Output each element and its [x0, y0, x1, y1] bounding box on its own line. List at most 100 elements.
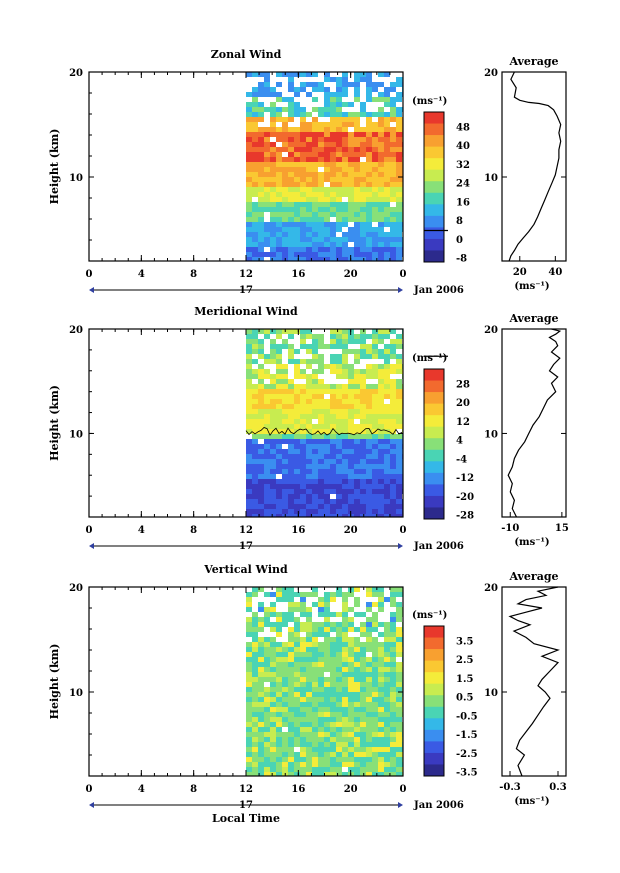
- heatmap-cell: [330, 202, 336, 207]
- heatmap-cell: [366, 247, 372, 252]
- heatmap-cell: [396, 137, 402, 142]
- heatmap-cell: [378, 647, 384, 652]
- heatmap-cell: [276, 152, 282, 157]
- heatmap-cell: [276, 697, 282, 702]
- heatmap-cell: [252, 612, 258, 617]
- colorbar-swatch: [424, 649, 444, 662]
- heatmap-cell: [294, 647, 300, 652]
- heatmap-cell: [366, 514, 372, 517]
- heatmap-cell: [312, 172, 318, 177]
- heatmap-cell: [270, 122, 276, 127]
- heatmap-cell: [312, 692, 318, 697]
- heatmap-cell: [330, 499, 336, 504]
- heatmap-cell: [318, 389, 324, 394]
- heatmap-cell: [348, 717, 354, 722]
- heatmap-cell: [384, 344, 390, 349]
- heatmap-cell: [360, 742, 366, 747]
- heatmap-cell: [384, 459, 390, 464]
- heatmap-cell: [324, 637, 330, 642]
- heatmap-cell: [246, 217, 252, 222]
- heatmap-cell: [264, 137, 270, 142]
- heatmap-cell: [306, 687, 312, 692]
- heatmap-cell: [312, 672, 318, 677]
- heatmap-cell: [294, 632, 300, 637]
- heatmap-cell: [294, 767, 300, 772]
- heatmap-cell: [330, 172, 336, 177]
- heatmap-cell: [336, 592, 342, 597]
- heatmap-cell: [312, 439, 318, 444]
- heatmap-cell: [270, 692, 276, 697]
- heatmap-cell: [300, 419, 306, 424]
- heatmap-cell: [312, 202, 318, 207]
- heatmap-cell: [360, 479, 366, 484]
- heatmap-cell: [312, 87, 318, 92]
- heatmap-cell: [372, 227, 378, 232]
- heatmap-cell: [384, 419, 390, 424]
- heatmap-cell: [396, 252, 402, 257]
- heatmap-cell: [378, 489, 384, 494]
- heatmap-cell: [264, 692, 270, 697]
- heatmap-cell: [294, 187, 300, 192]
- heatmap-cell: [342, 612, 348, 617]
- heatmap-cell: [378, 722, 384, 727]
- heatmap-cell: [396, 434, 402, 439]
- day-label: 17: [239, 800, 253, 811]
- heatmap-cell: [282, 449, 288, 454]
- heatmap-cell: [366, 617, 372, 622]
- heatmap-cell: [294, 409, 300, 414]
- heatmap-cell: [396, 409, 402, 414]
- heatmap-cell: [336, 107, 342, 112]
- heatmap-cell: [342, 632, 348, 637]
- heatmap-cell: [348, 647, 354, 652]
- heatmap-cell: [330, 742, 336, 747]
- heatmap-cell: [324, 162, 330, 167]
- heatmap-cell: [348, 677, 354, 682]
- heatmap-cell: [396, 667, 402, 672]
- heatmap-cell: [372, 212, 378, 217]
- heatmap-cell: [348, 489, 354, 494]
- heatmap-cell: [396, 607, 402, 612]
- heatmap-cell: [354, 112, 360, 117]
- heatmap-cell: [324, 454, 330, 459]
- heatmap-cell: [258, 207, 264, 212]
- heatmap-cell: [330, 469, 336, 474]
- heatmap-cell: [300, 762, 306, 767]
- heatmap-cell: [384, 494, 390, 499]
- heatmap-cell: [390, 182, 396, 187]
- heatmap-cell: [354, 752, 360, 757]
- heatmap-cell: [348, 157, 354, 162]
- heatmap-cell: [384, 172, 390, 177]
- heatmap-cell: [348, 162, 354, 167]
- heatmap-cell: [264, 439, 270, 444]
- heatmap-cell: [372, 464, 378, 469]
- heatmap-cell: [264, 612, 270, 617]
- heatmap-cell: [360, 652, 366, 657]
- heatmap-cell: [270, 717, 276, 722]
- heatmap-cell: [342, 182, 348, 187]
- heatmap-cell: [366, 117, 372, 122]
- heatmap-cell: [300, 494, 306, 499]
- heatmap-cell: [378, 257, 384, 261]
- heatmap-cell: [246, 474, 252, 479]
- heatmap-cell: [294, 617, 300, 622]
- heatmap-cell: [342, 499, 348, 504]
- heatmap-cell: [306, 142, 312, 147]
- heatmap-cell: [360, 752, 366, 757]
- colorbar-swatch: [424, 741, 444, 754]
- heatmap-cell: [282, 142, 288, 147]
- heatmap-cell: [336, 117, 342, 122]
- heatmap-cell: [390, 499, 396, 504]
- heatmap-cell: [318, 182, 324, 187]
- heatmap-cell: [288, 742, 294, 747]
- heatmap-cell: [324, 647, 330, 652]
- heatmap-cell: [252, 772, 258, 776]
- heatmap-cell: [294, 389, 300, 394]
- heatmap-cell: [324, 494, 330, 499]
- heatmap-cell: [276, 379, 282, 384]
- heatmap-cell: [300, 82, 306, 87]
- heatmap-cell: [342, 752, 348, 757]
- heatmap-cell: [354, 677, 360, 682]
- profile-line: [507, 328, 562, 518]
- heatmap-cell: [294, 697, 300, 702]
